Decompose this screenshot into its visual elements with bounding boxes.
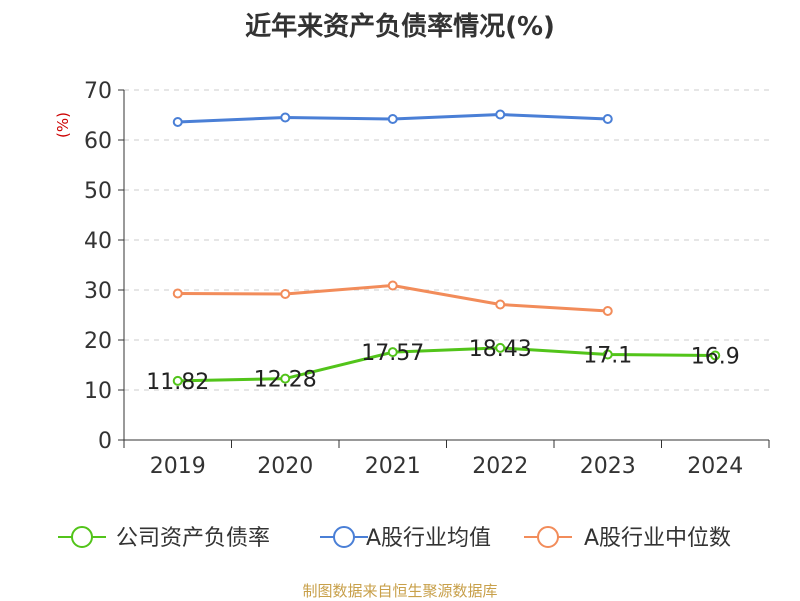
data-point — [495, 109, 506, 120]
legend-marker — [537, 526, 559, 548]
x-tick-label: 2020 — [257, 454, 313, 479]
data-point — [280, 112, 291, 123]
x-tick-label: 2022 — [472, 454, 528, 479]
data-label: 12.28 — [254, 368, 317, 393]
data-label: 16.9 — [691, 345, 740, 370]
data-point — [387, 280, 398, 291]
x-tick-label: 2019 — [150, 454, 206, 479]
y-tick-label: 10 — [84, 379, 112, 404]
series-lines — [172, 109, 721, 386]
data-point — [280, 373, 291, 384]
chart-title: 近年来资产负债率情况(%) — [245, 12, 555, 42]
source-note: 制图数据来自恒生聚源数据库 — [302, 582, 498, 600]
legend-label: A股行业均值 — [366, 526, 491, 551]
x-tick-label: 2024 — [687, 454, 743, 479]
data-point — [387, 114, 398, 124]
legend-label: 公司资产负债率 — [116, 526, 270, 551]
grid-lines — [124, 89, 769, 391]
y-tick-label: 30 — [84, 279, 112, 304]
y-tick-label: 50 — [84, 179, 112, 204]
legend-marker — [333, 526, 355, 548]
y-tick-label: 70 — [84, 79, 112, 104]
legend-marker — [71, 526, 93, 548]
data-point — [172, 375, 183, 386]
data-point — [602, 114, 613, 124]
data-labels: 11.82 12.28 17.57 18.43 17.1 16.9 — [146, 337, 739, 395]
data-point — [387, 347, 398, 358]
x-tick-label: 2021 — [365, 454, 421, 479]
series-line — [177, 346, 716, 383]
data-point — [495, 342, 506, 353]
data-point — [495, 299, 506, 310]
legend-label: A股行业中位数 — [584, 526, 731, 551]
data-label: 17.1 — [583, 344, 632, 369]
data-label: 17.57 — [361, 341, 424, 366]
legend: 公司资产负债率 A股行业均值 A股行业中位数 — [58, 526, 731, 551]
data-point — [280, 289, 291, 299]
y-tick-label: 60 — [84, 129, 112, 154]
data-label: 11.82 — [146, 370, 209, 395]
data-label: 18.43 — [469, 337, 532, 362]
y-tick-label: 40 — [84, 229, 112, 254]
x-tick-label: 2023 — [580, 454, 636, 479]
data-point — [602, 349, 613, 360]
y-tick-label: 20 — [84, 329, 112, 354]
data-point — [172, 117, 183, 127]
data-point — [172, 288, 183, 299]
axes: 0 10 20 30 40 50 60 70 2019 2020 2021 2022 2023 2024 — [84, 79, 770, 479]
data-point — [710, 350, 721, 361]
data-point — [602, 306, 613, 316]
y-axis-title: (%) — [54, 112, 72, 138]
y-tick-label: 0 — [98, 429, 112, 454]
